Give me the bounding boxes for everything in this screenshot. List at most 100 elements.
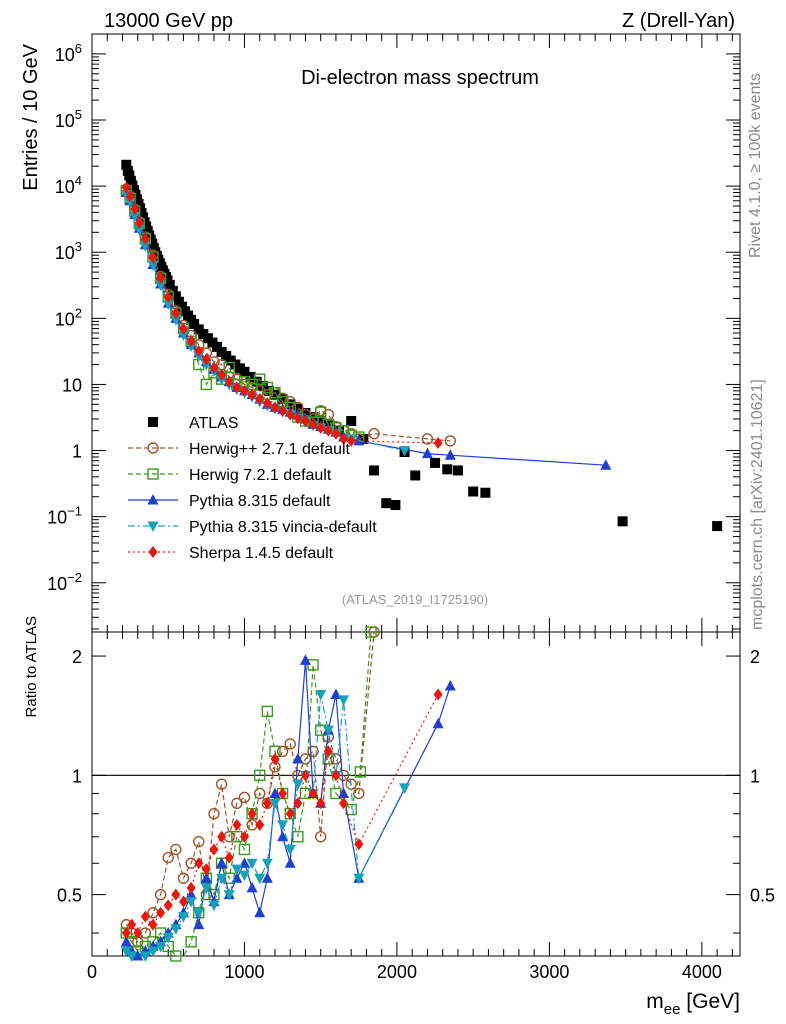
- ratio-y-tick-label-right: 1: [750, 766, 760, 786]
- data-point: [162, 851, 174, 864]
- data-point: [354, 766, 367, 778]
- x-axis-label: mee [GeV]: [646, 990, 740, 1018]
- data-point: [339, 432, 349, 445]
- legend-item: Pythia 8.315 vincia-default: [128, 519, 377, 536]
- data-point: [255, 393, 265, 406]
- series-line: [125, 631, 372, 957]
- data-point: [278, 787, 288, 800]
- data-point: [339, 797, 349, 810]
- data-point: [124, 170, 135, 181]
- data-point: [331, 427, 341, 440]
- legend-item: Sherpa 1.4.5 default: [128, 545, 334, 562]
- y-tick-label: 10−1: [47, 504, 82, 528]
- data-point: [208, 900, 220, 912]
- data-point: [617, 516, 628, 527]
- data-point: [433, 437, 443, 450]
- data-point: [194, 857, 204, 870]
- data-point: [200, 378, 213, 391]
- data-point: [177, 872, 190, 884]
- data-point: [178, 322, 188, 335]
- data-point: [346, 415, 357, 426]
- data-point: [277, 830, 289, 842]
- data-point: [215, 778, 228, 790]
- data-point: [292, 752, 304, 764]
- data-point: [300, 407, 311, 418]
- data-point: [155, 280, 167, 291]
- data-point: [444, 435, 457, 447]
- data-point: [239, 366, 250, 377]
- data-point: [171, 307, 181, 320]
- x-tick-label: 4000: [682, 962, 722, 982]
- y-tick-label: 1: [72, 442, 82, 462]
- data-point: [178, 895, 188, 908]
- data-point: [315, 831, 327, 843]
- ratio-y-axis-label: Ratio to ATLAS: [23, 616, 40, 717]
- legend-label: Herwig++ 2.7.1 default: [189, 441, 351, 458]
- data-point: [255, 818, 265, 831]
- data-point: [239, 384, 249, 397]
- y-tick-label: 10: [62, 375, 82, 395]
- data-point: [193, 918, 205, 930]
- data-point: [217, 368, 227, 381]
- data-point: [121, 927, 131, 940]
- data-point: [167, 285, 178, 296]
- data-point: [171, 888, 181, 901]
- data-point: [354, 838, 364, 851]
- data-point: [124, 198, 136, 209]
- data-point: [315, 689, 327, 701]
- data-point: [212, 341, 223, 352]
- legend-label: Herwig 7.2.1 default: [189, 467, 332, 484]
- data-point: [209, 843, 219, 856]
- data-point: [277, 820, 289, 831]
- data-point: [262, 397, 272, 410]
- data-point: [452, 465, 463, 476]
- data-point: [346, 434, 356, 447]
- data-point: [216, 857, 228, 868]
- data-point: [127, 918, 137, 931]
- data-point: [121, 159, 132, 170]
- data-point: [315, 406, 327, 418]
- data-point: [285, 408, 295, 421]
- data-point: [132, 950, 144, 961]
- legend-item: Herwig 7.2.1 default: [128, 467, 332, 484]
- data-point: [126, 951, 138, 962]
- data-point: [292, 779, 304, 791]
- series-line: [125, 631, 375, 943]
- data-point: [712, 521, 723, 532]
- data-point: [193, 908, 205, 919]
- data-point: [421, 433, 434, 445]
- data-point: [270, 401, 280, 414]
- data-point: [399, 446, 411, 457]
- legend-marker: [148, 417, 158, 427]
- data-point: [254, 769, 266, 782]
- data-point: [189, 319, 200, 330]
- data-point: [323, 745, 333, 758]
- data-point: [263, 385, 274, 396]
- data-point: [430, 457, 441, 468]
- data-point: [232, 381, 242, 394]
- data-point: [269, 387, 281, 399]
- data-point: [177, 912, 189, 923]
- data-point: [232, 818, 242, 831]
- data-point: [308, 787, 318, 800]
- analysis-tag: (ATLAS_2019_I1725190): [342, 592, 488, 607]
- ratio-y-tick-label: 2: [72, 647, 82, 667]
- y-tick-label: 106: [55, 41, 82, 65]
- data-point: [300, 414, 310, 427]
- data-point: [293, 412, 303, 425]
- data-point: [130, 203, 140, 216]
- data-point: [170, 950, 182, 962]
- legend-marker: [147, 494, 159, 505]
- ratio-plot-frame: [91, 631, 741, 957]
- data-point: [254, 906, 266, 918]
- legend-label: Pythia 8.315 default: [189, 493, 331, 510]
- data-point: [129, 211, 141, 223]
- data-point: [148, 918, 158, 931]
- data-point: [246, 881, 258, 893]
- data-point: [261, 872, 273, 883]
- legend-marker: [147, 442, 159, 454]
- legend-item: ATLAS: [148, 415, 239, 432]
- data-point: [209, 361, 219, 374]
- y-tick-label: 104: [55, 173, 82, 197]
- header-right: Z (Drell-Yan): [622, 10, 735, 32]
